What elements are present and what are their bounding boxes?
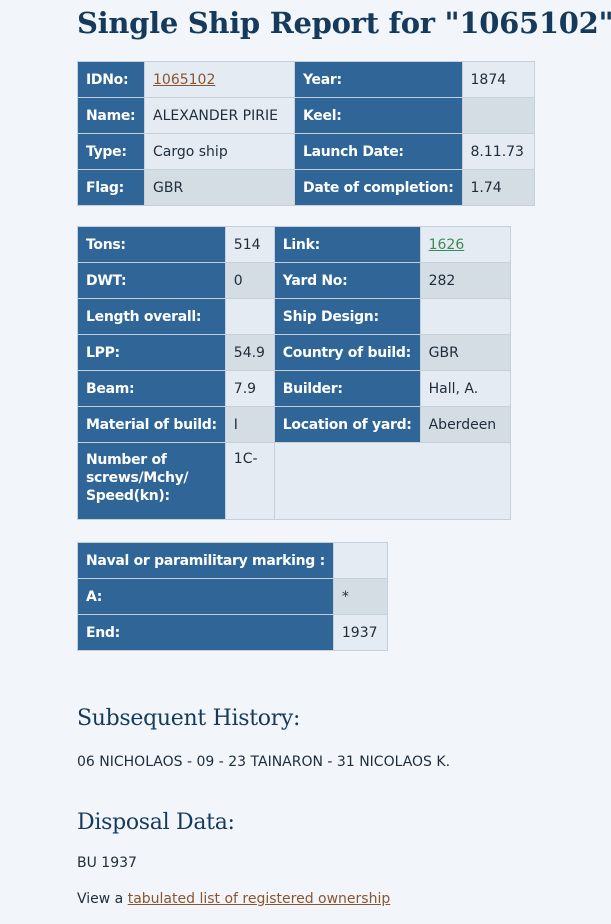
flag-value: GBR bbox=[144, 169, 295, 206]
link-value: 1626 bbox=[419, 226, 511, 263]
table-row: Length overall: Ship Design: bbox=[77, 298, 511, 335]
screws-label-line: Speed(kn): bbox=[86, 488, 170, 504]
table-row: A: * bbox=[77, 578, 388, 615]
country-of-build-value: GBR bbox=[419, 334, 511, 371]
end-label: End: bbox=[77, 614, 334, 651]
table-row: Material of build: I Location of yard: A… bbox=[77, 406, 511, 443]
table-row: End: 1937 bbox=[77, 614, 388, 651]
link-label: Link: bbox=[273, 226, 421, 263]
ownership-prefix: View a bbox=[77, 891, 128, 907]
end-value: 1937 bbox=[332, 614, 388, 651]
page-title: Single Ship Report for "1065102" bbox=[77, 6, 611, 40]
dwt-value: 0 bbox=[224, 262, 275, 299]
naval-marking-label: Naval or paramilitary marking : bbox=[77, 542, 334, 579]
flag-label: Flag: bbox=[77, 169, 145, 206]
idno-value: 1065102 bbox=[144, 61, 295, 98]
length-overall-label: Length overall: bbox=[77, 298, 226, 335]
screws-label-line: screws/Mchy/ bbox=[86, 470, 189, 486]
table-row: IDNo: 1065102 Year: 1874 bbox=[77, 61, 535, 98]
ship-build-table: Tons: 514 Link: 1626 DWT: 0 Yard No: 282… bbox=[77, 226, 511, 520]
yard-no-label: Yard No: bbox=[273, 262, 421, 299]
screws-label: Number of screws/Mchy/ Speed(kn): bbox=[77, 442, 226, 520]
idno-label: IDNo: bbox=[77, 61, 145, 98]
table-row: LPP: 54.9 Country of build: GBR bbox=[77, 334, 511, 371]
tons-value: 514 bbox=[224, 226, 275, 263]
table-row: Type: Cargo ship Launch Date: 8.11.73 bbox=[77, 133, 535, 170]
ownership-sentence: View a tabulated list of registered owne… bbox=[77, 891, 390, 907]
subsequent-history-heading: Subsequent History: bbox=[77, 706, 301, 731]
length-overall-value bbox=[224, 298, 275, 335]
ownership-list-link[interactable]: tabulated list of registered ownership bbox=[127, 891, 391, 907]
table-row: Tons: 514 Link: 1626 bbox=[77, 226, 511, 263]
location-of-yard-label: Location of yard: bbox=[273, 406, 421, 443]
country-of-build-label: Country of build: bbox=[273, 334, 421, 371]
naval-marking-value bbox=[332, 542, 388, 579]
material-value: I bbox=[224, 406, 275, 443]
beam-label: Beam: bbox=[77, 370, 226, 407]
idno-link[interactable]: 1065102 bbox=[153, 71, 216, 88]
material-label: Material of build: bbox=[77, 406, 226, 443]
launch-date-value: 8.11.73 bbox=[461, 133, 535, 170]
disposal-data-heading: Disposal Data: bbox=[77, 810, 235, 835]
table-row: Beam: 7.9 Builder: Hall, A. bbox=[77, 370, 511, 407]
location-of-yard-value: Aberdeen bbox=[419, 406, 511, 443]
table-row: DWT: 0 Yard No: 282 bbox=[77, 262, 511, 299]
disposal-data-text: BU 1937 bbox=[77, 855, 137, 871]
ship-identity-table: IDNo: 1065102 Year: 1874 Name: ALEXANDER… bbox=[77, 61, 535, 206]
name-value: ALEXANDER PIRIE bbox=[144, 97, 295, 134]
screws-value: 1C- bbox=[224, 442, 275, 520]
dwt-label: DWT: bbox=[77, 262, 226, 299]
beam-value: 7.9 bbox=[224, 370, 275, 407]
subsequent-history-text: 06 NICHOLAOS - 09 - 23 TAINARON - 31 NIC… bbox=[77, 754, 451, 770]
builder-label: Builder: bbox=[273, 370, 421, 407]
keel-label: Keel: bbox=[294, 97, 463, 134]
ship-design-value bbox=[419, 298, 511, 335]
completion-label: Date of completion: bbox=[294, 169, 463, 206]
keel-value bbox=[461, 97, 535, 134]
lpp-value: 54.9 bbox=[224, 334, 275, 371]
completion-value: 1.74 bbox=[461, 169, 535, 206]
year-label: Year: bbox=[294, 61, 463, 98]
table-row: Name: ALEXANDER PIRIE Keel: bbox=[77, 97, 535, 134]
table-row: Naval or paramilitary marking : bbox=[77, 542, 388, 579]
lpp-label: LPP: bbox=[77, 334, 226, 371]
name-label: Name: bbox=[77, 97, 145, 134]
year-value: 1874 bbox=[461, 61, 535, 98]
type-label: Type: bbox=[77, 133, 145, 170]
yard-no-value: 282 bbox=[419, 262, 511, 299]
builder-value: Hall, A. bbox=[419, 370, 511, 407]
a-label: A: bbox=[77, 578, 334, 615]
ship-design-label: Ship Design: bbox=[273, 298, 421, 335]
table-row: Flag: GBR Date of completion: 1.74 bbox=[77, 169, 535, 206]
screws-label-line: Number of bbox=[86, 452, 167, 468]
table-row: Number of screws/Mchy/ Speed(kn): 1C- bbox=[77, 442, 511, 520]
a-value: * bbox=[332, 578, 388, 615]
tons-label: Tons: bbox=[77, 226, 226, 263]
type-value: Cargo ship bbox=[144, 133, 295, 170]
link-link[interactable]: 1626 bbox=[428, 236, 465, 253]
empty-cell bbox=[273, 442, 511, 520]
naval-marking-table: Naval or paramilitary marking : A: * End… bbox=[77, 542, 388, 651]
launch-date-label: Launch Date: bbox=[294, 133, 463, 170]
